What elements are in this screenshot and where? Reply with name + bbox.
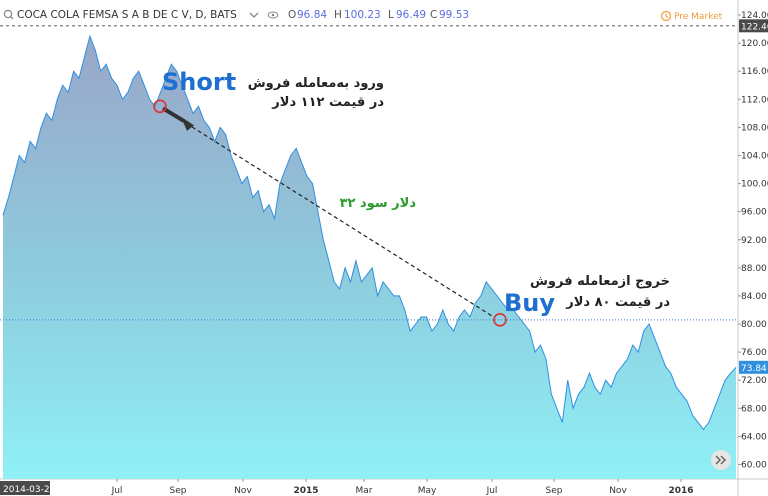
entry-marker xyxy=(153,99,167,114)
entry-arrow-head xyxy=(181,116,194,131)
open-label: O xyxy=(288,9,296,21)
short-label: Short xyxy=(162,68,236,96)
x-tick-label: Nov xyxy=(234,486,252,496)
x-start-date-badge xyxy=(0,481,50,495)
visibility-eye-icon[interactable] xyxy=(267,11,279,19)
y-tick-label: 92.00 xyxy=(741,236,767,246)
current-price-badge-label: 122.46 xyxy=(741,22,768,32)
entry-note-line2: در قیمت ۱۱۲ دلار xyxy=(271,95,384,110)
reference-layer xyxy=(0,25,738,321)
y-tick-label: 116.00 xyxy=(741,67,768,77)
x-tick-label: Jul xyxy=(111,486,123,496)
y-tick-label: 96.00 xyxy=(741,208,767,218)
exit-note-line1: خروج ازمعامله فروش xyxy=(530,274,670,289)
price-line xyxy=(2,34,737,431)
y-tick-label: 80.00 xyxy=(741,320,767,330)
exit-marker xyxy=(493,313,507,327)
y-tick-label: 60.00 xyxy=(741,461,767,471)
symbol-search-icon[interactable] xyxy=(3,9,14,20)
high-label: H xyxy=(334,9,342,21)
scroll-to-latest-button[interactable] xyxy=(711,450,731,470)
y-tick-label: 88.00 xyxy=(741,264,767,274)
x-tick-label: May xyxy=(418,486,437,496)
x-tick-label: Nov xyxy=(609,486,627,496)
close-label: C xyxy=(430,9,437,21)
x-tick-label: 2016 xyxy=(668,486,693,496)
area-layer xyxy=(2,34,737,479)
x-tick-label: Jul xyxy=(486,486,498,496)
entry-arrow-shaft xyxy=(161,106,186,123)
y-tick-label: 76.00 xyxy=(741,348,767,358)
y-tick-label: 104.00 xyxy=(741,151,768,161)
symbol-title[interactable]: COCA COLA FEMSA S A B DE C V, D, BATS xyxy=(17,9,237,21)
pre-market-label: Pre Market xyxy=(674,12,723,22)
open-value: 96.84 xyxy=(297,9,327,21)
y-tick-label: 64.00 xyxy=(741,432,767,442)
y-tick-label: 112.00 xyxy=(741,95,768,105)
close-value: 99.53 xyxy=(439,9,469,21)
pre-market-clock-icon xyxy=(660,10,672,22)
y-tick-label: 100.00 xyxy=(741,180,768,190)
y-tick-label: 108.00 xyxy=(741,123,768,133)
buy-label: Buy xyxy=(504,289,555,317)
x-tick-label: 2014-03-20 xyxy=(3,485,56,495)
profit-label: ۳۲ دلار سود xyxy=(340,196,417,211)
time-axis[interactable]: 2014-03-20 Jul Sep Nov 2015 Mar May Jul Sep Nov 20… xyxy=(0,479,694,496)
compare-chevron-icon[interactable] xyxy=(249,12,259,18)
x-tick-label: Sep xyxy=(546,486,563,496)
high-value: 100.23 xyxy=(344,9,381,21)
x-tick-label: 2015 xyxy=(293,486,318,496)
y-tick-label: 124.00 xyxy=(741,11,768,21)
y-tick-label: 84.00 xyxy=(741,292,767,302)
x-tick-label: Mar xyxy=(356,486,373,496)
current-price-badge xyxy=(739,19,768,33)
last-price-badge-label: 73.84 xyxy=(741,364,767,374)
low-value: 96.49 xyxy=(396,9,426,21)
y-tick-label: 68.00 xyxy=(741,404,767,414)
price-area-fill xyxy=(3,36,736,479)
annotation-layer: Short ورود به‌معامله فروش در قیمت ۱۱۲ دلار… xyxy=(153,68,670,327)
exit-note-line2: در قیمت ۸۰ دلار xyxy=(565,295,670,310)
low-label: L xyxy=(388,9,394,21)
double-chevron-right-icon xyxy=(715,455,727,465)
last-price-badge xyxy=(739,360,768,374)
price-axis[interactable]: 124.00 120.00 116.00 112.00 108.00 104.00 100.… xyxy=(738,11,768,471)
y-tick-label: 120.00 xyxy=(741,39,768,49)
entry-note-line1: ورود به‌معامله فروش xyxy=(248,76,384,91)
y-tick-label: 72.00 xyxy=(741,376,767,386)
chart-header: COCA COLA FEMSA S A B DE C V, D, BATS O … xyxy=(3,9,723,22)
trade-path-line xyxy=(185,122,496,319)
x-tick-label: Sep xyxy=(170,486,187,496)
